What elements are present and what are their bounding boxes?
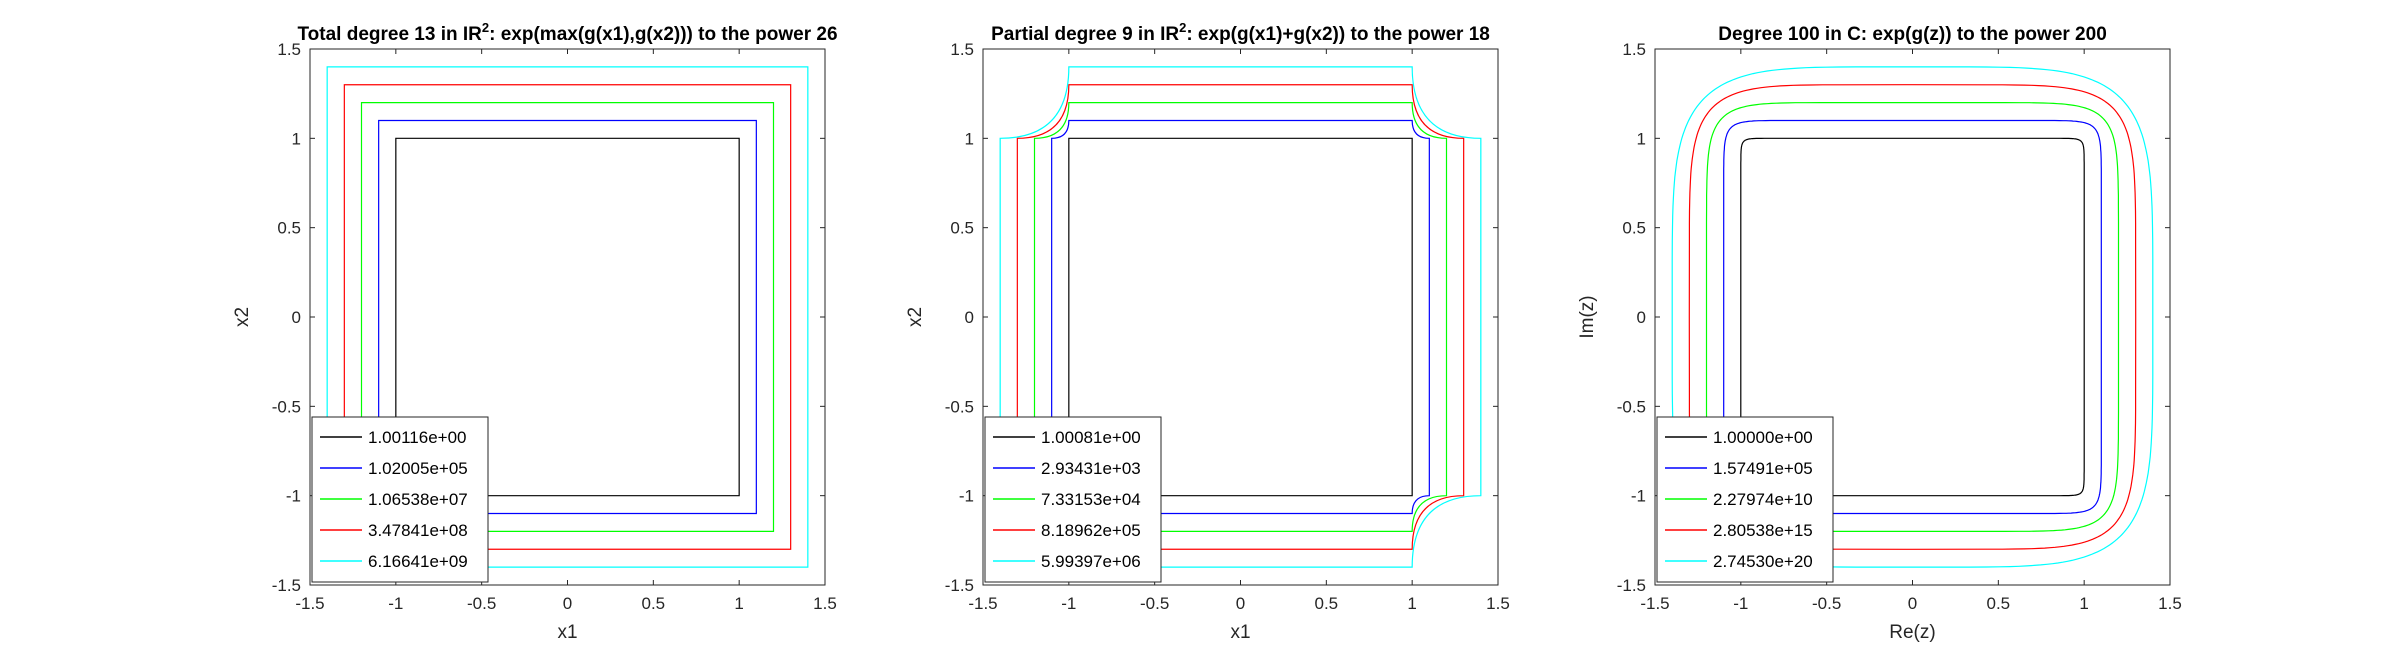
y-tick-label: 0.5 [277,219,301,238]
series-curve-5 [1671,66,2154,568]
legend-label: 1.57491e+05 [1713,459,1813,478]
chart-panel-3: -1.5 -1 -0.5 0 0.5 1 1.5 -1.5 -1 -0.5 0 0.5 1 1.5 Re(z… [1577,24,2182,643]
y-tick-label: 1.5 [950,40,974,59]
y-tick-label: 1 [965,129,974,148]
y-tick-label: -0.5 [945,397,974,416]
y-tick-label: 0 [1637,308,1646,327]
x-tick-label: -1.5 [295,594,324,613]
legend-label: 1.02005e+05 [368,459,468,478]
y-tick-label: -1 [286,487,301,506]
x-tick-label: 0.5 [1315,594,1339,613]
series-curve-5 [326,66,809,568]
series-curve-4 [343,84,792,550]
series-curve-1 [1740,137,2085,497]
y-tick-label: 1 [1637,129,1646,148]
y-tick-label: -1.5 [945,576,974,595]
x-axis-label: x1 [1230,622,1250,643]
series-curve-3 [1033,102,1448,532]
legend-label: 7.33153e+04 [1041,490,1141,509]
x-tick-label: 0.5 [642,594,666,613]
x-axis-label: Re(z) [1889,622,1935,643]
x-tick-label: -1.5 [1640,594,1669,613]
y-axis-label: Im(z) [1577,295,1598,338]
y-tick-label: 1.5 [1622,40,1646,59]
legend-label: 2.80538e+15 [1713,521,1813,540]
x-tick-label: 1 [1407,594,1416,613]
legend-label: 1.00116e+00 [368,428,466,447]
series-curve-2 [1051,119,1430,515]
x-tick-label: -0.5 [1812,594,1841,613]
y-tick-label: -1.5 [272,576,301,595]
legend-label: 5.99397e+06 [1041,552,1141,571]
y-tick-label: 0 [965,308,974,327]
legend-label: 1.06538e+07 [368,490,468,509]
series-curve-4 [1016,84,1465,550]
x-tick-label: 1.5 [2158,594,2182,613]
legend-label: 2.74530e+20 [1713,552,1813,571]
y-tick-label: -1 [1631,487,1646,506]
y-tick-label: 0 [292,308,301,327]
chart-title: Total degree 13 in IR2: exp(max(g(x1),g(… [297,20,837,45]
x-tick-label: 1.5 [813,594,837,613]
x-tick-label: -1.5 [968,594,997,613]
series-curve-3 [360,102,775,532]
x-tick-label: -1 [388,594,403,613]
x-tick-label: 0.5 [1987,594,2011,613]
x-tick-label: -1 [1733,594,1748,613]
x-axis-label: x1 [557,622,577,643]
x-tick-label: 0 [1908,594,1917,613]
chart-panel-1: -1.5 -1 -0.5 0 0.5 1 1.5 -1.5 -1 -0.5 0 0.5 1 1.5 x1 x2… [232,20,838,643]
y-tick-label: -1 [959,487,974,506]
chart-title: Partial degree 9 in IR2: exp(g(x1)+g(x2)… [991,20,1490,45]
y-tick-label: 0.5 [950,219,974,238]
chart-title: Degree 100 in C: exp(g(z)) to the power … [1718,24,2107,45]
legend-label: 8.18962e+05 [1041,521,1141,540]
legend-label: 2.93431e+03 [1041,459,1141,478]
x-tick-label: -1 [1061,594,1076,613]
series-curve-4 [1688,84,2137,550]
x-tick-label: 1.5 [1486,594,1510,613]
y-tick-label: -0.5 [1617,397,1646,416]
y-axis-label: x2 [232,307,253,327]
y-axis-label: x2 [905,307,926,327]
legend-label: 3.47841e+08 [368,521,468,540]
x-tick-label: 0 [563,594,572,613]
x-tick-label: -0.5 [467,594,496,613]
legend-label: 1.00000e+00 [1713,428,1813,447]
y-tick-label: 1 [292,129,301,148]
series-curve-3 [1705,102,2120,532]
y-tick-label: -0.5 [272,397,301,416]
x-tick-label: 1 [734,594,743,613]
y-tick-label: 0.5 [1622,219,1646,238]
legend-label: 2.27974e+10 [1713,490,1813,509]
legend-label: 6.16641e+09 [368,552,468,571]
x-tick-label: 0 [1236,594,1245,613]
x-tick-label: -0.5 [1140,594,1169,613]
series-curve-2 [378,119,757,515]
series-curve-5 [999,66,1482,568]
y-tick-label: -1.5 [1617,576,1646,595]
legend-label: 1.00081e+00 [1041,428,1141,447]
x-tick-label: 1 [2079,594,2088,613]
chart-panel-2: -1.5 -1 -0.5 0 0.5 1 1.5 -1.5 -1 -0.5 0 0.5 1 1.5 x1 x2… [905,20,1510,643]
y-tick-label: 1.5 [277,40,301,59]
series-curve-1 [395,137,740,497]
series-curve-2 [1723,119,2102,515]
